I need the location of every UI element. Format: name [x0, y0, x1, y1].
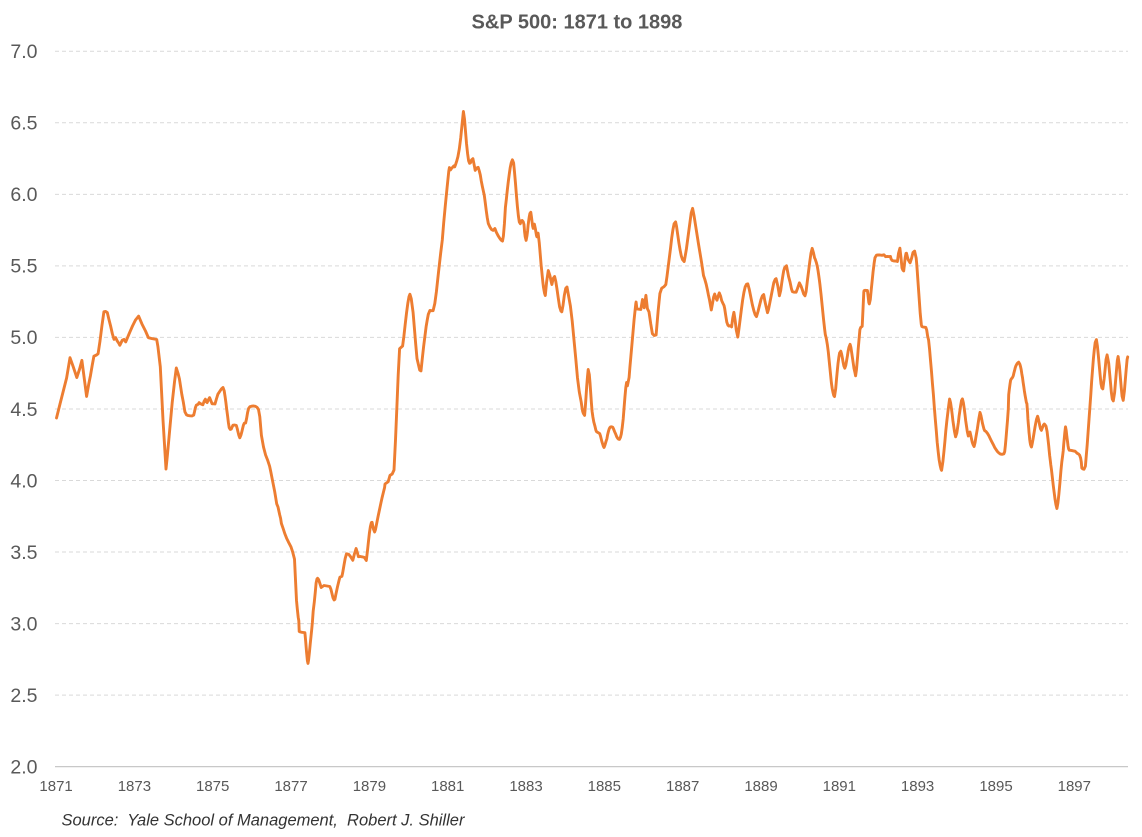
svg-text:1885: 1885 [588, 778, 621, 795]
svg-text:4.0: 4.0 [10, 470, 37, 492]
svg-text:1873: 1873 [118, 778, 151, 795]
svg-text:5.0: 5.0 [10, 327, 37, 349]
svg-text:5.5: 5.5 [10, 256, 37, 278]
svg-text:1891: 1891 [823, 778, 856, 795]
svg-text:1889: 1889 [744, 778, 777, 795]
svg-text:1875: 1875 [196, 778, 229, 795]
svg-text:7.0: 7.0 [10, 41, 37, 63]
svg-text:1883: 1883 [509, 778, 542, 795]
svg-text:1895: 1895 [979, 778, 1012, 795]
svg-text:2.5: 2.5 [10, 685, 37, 707]
svg-text:1881: 1881 [431, 778, 464, 795]
svg-text:1887: 1887 [666, 778, 699, 795]
svg-text:6.0: 6.0 [10, 184, 37, 206]
svg-text:1893: 1893 [901, 778, 934, 795]
svg-text:4.5: 4.5 [10, 399, 37, 421]
svg-text:1871: 1871 [39, 778, 72, 795]
svg-text:3.5: 3.5 [10, 542, 37, 564]
svg-text:1877: 1877 [274, 778, 307, 795]
svg-text:1897: 1897 [1058, 778, 1091, 795]
svg-text:6.5: 6.5 [10, 113, 37, 135]
svg-text:1879: 1879 [353, 778, 386, 795]
svg-text:3.0: 3.0 [10, 613, 37, 635]
svg-text:Source: Yale School of Manage: Source: Yale School of Management, Rober… [62, 812, 466, 830]
svg-text:S&P 500: 1871 to 1898: S&P 500: 1871 to 1898 [472, 12, 683, 34]
svg-text:2.0: 2.0 [10, 756, 37, 778]
